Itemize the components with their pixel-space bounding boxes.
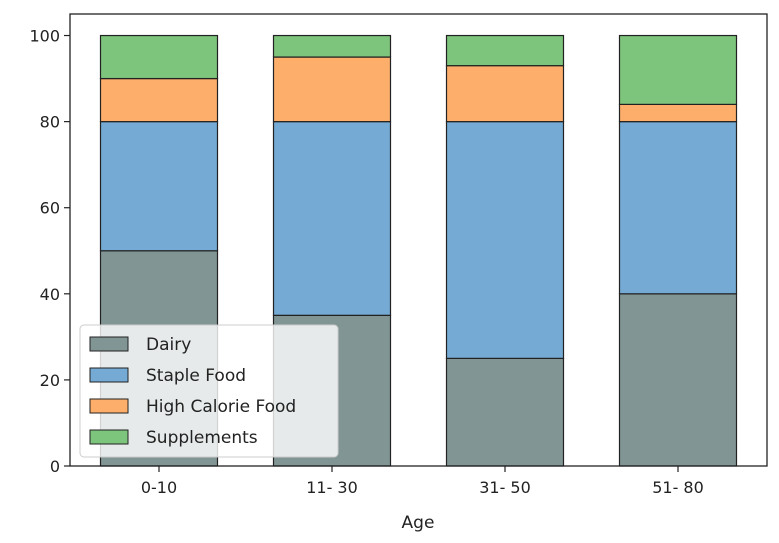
bar-segment-high-calorie-food-1 bbox=[272, 56, 392, 123]
legend-label-3: Supplements bbox=[146, 428, 258, 448]
bar-segment-high-calorie-food-0 bbox=[99, 77, 219, 123]
bar-segment-dairy-3 bbox=[618, 293, 738, 467]
y-tick-label-5: 100 bbox=[29, 27, 60, 46]
legend-swatch-3 bbox=[89, 429, 129, 445]
x-tick-label-0: 0-10 bbox=[141, 478, 177, 497]
x-axis-label: Age bbox=[402, 513, 435, 533]
bar-segment-supplements-3 bbox=[618, 34, 738, 106]
y-tick-label-1: 20 bbox=[40, 371, 60, 390]
x-tick-label-2: 31- 50 bbox=[479, 478, 531, 497]
legend-box bbox=[79, 324, 339, 458]
x-axis: 0-10 11- 30 31- 50 51- 80 bbox=[141, 466, 704, 497]
bar-segment-staple-food-0 bbox=[99, 121, 219, 252]
legend-label-0: Dairy bbox=[146, 335, 191, 355]
y-axis: 0 20 40 60 80 100 bbox=[29, 27, 70, 476]
legend-swatch-0 bbox=[89, 336, 129, 352]
bar-segment-staple-food-3 bbox=[618, 121, 738, 295]
bar-segment-dairy-2 bbox=[445, 357, 565, 467]
plot-area-frame bbox=[69, 13, 768, 467]
y-tick-label-0: 0 bbox=[50, 457, 60, 476]
bar-segment-high-calorie-food-2 bbox=[445, 65, 565, 123]
y-tick-label-2: 40 bbox=[40, 285, 60, 304]
bar-segment-staple-food-2 bbox=[445, 121, 565, 359]
bar-segment-staple-food-1 bbox=[272, 121, 392, 316]
legend-swatch-1 bbox=[89, 367, 129, 383]
bar-segment-supplements-1 bbox=[272, 34, 392, 58]
y-tick-label-3: 60 bbox=[40, 199, 60, 218]
x-tick-label-3: 51- 80 bbox=[652, 478, 704, 497]
legend-label-1: Staple Food bbox=[146, 366, 246, 386]
x-tick-label-1: 11- 30 bbox=[306, 478, 358, 497]
legend: Dairy Staple Food High Calorie Food Supplem… bbox=[79, 324, 339, 458]
legend-label-2: High Calorie Food bbox=[146, 397, 296, 417]
bar-segment-supplements-2 bbox=[445, 34, 565, 67]
bar-segment-supplements-0 bbox=[99, 34, 219, 80]
legend-swatch-2 bbox=[89, 398, 129, 414]
bar-segment-high-calorie-food-3 bbox=[618, 103, 738, 123]
y-tick-label-4: 80 bbox=[40, 113, 60, 132]
